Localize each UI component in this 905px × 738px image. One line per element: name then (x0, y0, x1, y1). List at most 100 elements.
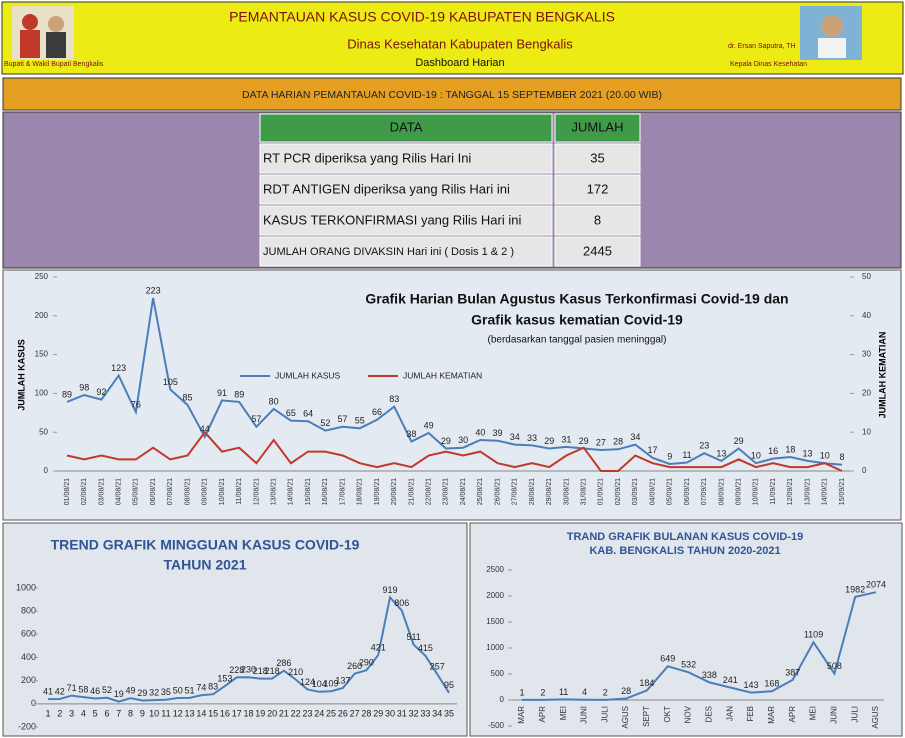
y2-tick-label: 10 (862, 427, 871, 436)
data-label: 89 (62, 389, 72, 399)
data-label: 168 (764, 679, 779, 689)
table-text: RDT ANTIGEN diperiksa yang Rilis Hari in… (263, 181, 510, 196)
data-label: 44 (200, 424, 210, 434)
y2-tick-label: 40 (862, 311, 871, 320)
x-tick-label: JULI (600, 706, 609, 722)
x-tick-label: 12/08/21 (253, 478, 260, 505)
data-label: 41 (43, 686, 53, 696)
x-tick-label: DES (705, 706, 714, 722)
x-tick-label: 3 (69, 708, 74, 718)
x-tick-label: 12 (173, 708, 183, 718)
y-tick-label: 0 (500, 695, 505, 704)
photo-figure (48, 16, 64, 32)
x-tick-label: 07/09/21 (701, 478, 708, 505)
data-label: 10 (820, 451, 830, 461)
data-label: 57 (251, 414, 261, 424)
data-label: 218 (265, 666, 280, 676)
data-label: 143 (744, 680, 759, 690)
x-tick-label: MEI (559, 706, 568, 720)
data-label: 123 (111, 363, 126, 373)
data-label: 49 (126, 686, 136, 696)
x-tick-label: MAR (517, 706, 526, 724)
legend-label: JUMLAH KASUS (275, 370, 341, 380)
x-tick-label: 14/09/21 (822, 478, 829, 505)
data-label: 124 (300, 677, 315, 687)
chart-panel (2, 269, 902, 521)
x-tick-label: 01/08/21 (64, 478, 71, 505)
x-tick-label: 19 (255, 708, 265, 718)
y-tick-label: 200 (35, 311, 49, 320)
x-tick-label: 22/08/21 (426, 478, 433, 505)
header-page: Dashboard Harian (415, 57, 504, 69)
x-tick-label: 1 (45, 708, 50, 718)
x-tick-label: 16 (220, 708, 230, 718)
table-header: DATA (390, 119, 423, 134)
x-tick-label: 02/08/21 (81, 478, 88, 505)
x-tick-label: MEI (809, 706, 818, 720)
data-label: 649 (660, 654, 675, 664)
x-tick-label: 18/08/21 (357, 478, 364, 505)
x-tick-label: 5 (93, 708, 98, 718)
x-tick-label: 17/08/21 (339, 478, 346, 505)
data-label: 23 (699, 441, 709, 451)
x-tick-label: 25/08/21 (477, 478, 484, 505)
x-tick-label: 11 (161, 708, 170, 718)
x-tick-label: 27 (350, 708, 360, 718)
table-text: JUMLAH ORANG DIVAKSIN Hari ini ( Dosis 1… (263, 246, 514, 258)
x-tick-label: 19/08/21 (374, 478, 381, 505)
x-tick-label: 08/08/21 (184, 478, 191, 505)
x-tick-label: 29 (373, 708, 383, 718)
y-tick-label: -500 (488, 721, 505, 730)
data-label: 50 (173, 685, 183, 695)
y-tick-label: 50 (39, 427, 48, 436)
x-tick-label: 21/08/21 (408, 478, 415, 505)
x-tick-label: 03/09/21 (632, 478, 639, 505)
y2-tick-label: 0 (862, 466, 867, 475)
x-tick-label: 7 (116, 708, 121, 718)
x-tick-label: 26/08/21 (494, 478, 501, 505)
x-tick-label: 21 (279, 708, 289, 718)
data-label: 28 (613, 437, 623, 447)
x-tick-label: MAR (767, 706, 776, 724)
data-label: 1982 (845, 584, 865, 594)
y-tick-label: 250 (35, 272, 49, 281)
x-tick-label: APR (788, 706, 797, 723)
x-tick-label: 35 (444, 708, 454, 718)
data-label: 184 (639, 678, 654, 688)
data-label: 257 (430, 661, 445, 671)
header-bar (1, 1, 904, 75)
data-label: 10 (751, 451, 761, 461)
data-label: 57 (338, 414, 348, 424)
y-tick-label: 1500 (486, 617, 504, 626)
x-tick-label: 05/09/21 (667, 478, 674, 505)
x-tick-label: 02/09/21 (615, 478, 622, 505)
data-label: 11 (682, 450, 691, 460)
data-label: 35 (161, 687, 171, 697)
photo-figure (46, 32, 66, 58)
data-label: 32 (149, 688, 159, 698)
data-label: 34 (510, 432, 520, 442)
y2-tick-label: 50 (862, 272, 871, 281)
table-cell (259, 236, 553, 267)
table-text: 8 (594, 212, 601, 227)
data-label: 387 (785, 667, 800, 677)
y-tick-label: 100 (35, 389, 49, 398)
x-tick-label: 05/08/21 (133, 478, 140, 505)
x-tick-label: JULI (850, 706, 859, 722)
x-tick-label: 15/08/21 (305, 478, 312, 505)
x-tick-label: 20/08/21 (391, 478, 398, 505)
x-tick-label: 24/08/21 (460, 478, 467, 505)
x-tick-label: 14/08/21 (288, 478, 295, 505)
data-label: 241 (723, 675, 738, 685)
data-label: 65 (286, 408, 296, 418)
x-tick-label: 29/08/21 (546, 478, 553, 505)
data-label: 51 (185, 685, 195, 695)
y-tick-label: 2000 (486, 591, 504, 600)
x-tick-label: OKT (663, 706, 672, 723)
x-tick-label: 33 (420, 708, 430, 718)
x-tick-label: 10/08/21 (219, 478, 226, 505)
data-label: 4 (582, 687, 587, 697)
x-tick-label: 18 (243, 708, 253, 718)
data-label: 83 (208, 682, 218, 692)
